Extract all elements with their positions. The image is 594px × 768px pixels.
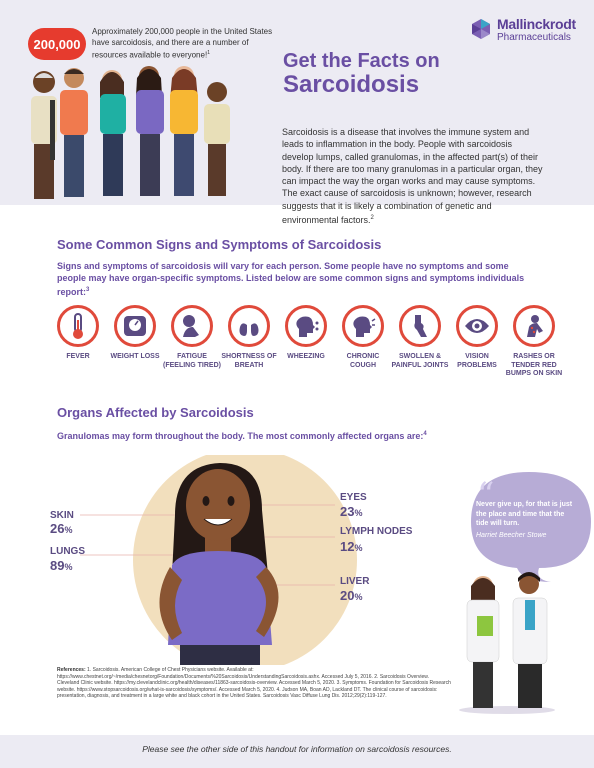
organ-eyes-value: 23% bbox=[340, 504, 363, 519]
scale-icon bbox=[124, 316, 146, 336]
company-logo: Mallinckrodt Pharmaceuticals bbox=[470, 16, 590, 46]
footer-band bbox=[0, 735, 594, 768]
woman-illustration bbox=[80, 455, 357, 665]
person-illustration bbox=[31, 71, 57, 199]
male-doctor-illustration bbox=[512, 572, 548, 708]
organ-lungs-value: 89% bbox=[50, 558, 73, 573]
symptom-swollen-joints: SWOLLEN & PAINFUL JOINTS bbox=[390, 305, 450, 370]
people-group-illustration bbox=[31, 66, 230, 199]
symptoms-subtext: Signs and symptoms of sarcoidosis will v… bbox=[57, 261, 525, 297]
organs-figure: SKIN 26% LUNGS 89% EYES 23% LYMPH NODES … bbox=[0, 455, 594, 665]
organ-lungs-label: LUNGS bbox=[50, 546, 85, 557]
quote-text: Never give up, for that is just the plac… bbox=[476, 501, 573, 527]
person-illustration bbox=[100, 70, 126, 196]
person-illustration bbox=[136, 66, 164, 196]
organ-eyes-label: EYES bbox=[340, 492, 367, 503]
intro-paragraph: Sarcoidosis is a disease that involves t… bbox=[282, 127, 543, 226]
symptom-chronic-cough: CHRONIC COUGH bbox=[333, 305, 393, 370]
page-title: Get the Facts on Sarcoidosis bbox=[283, 50, 440, 98]
symptom-wheezing: WHEEZING bbox=[276, 305, 336, 362]
symptoms-heading: Some Common Signs and Symptoms of Sarcoi… bbox=[57, 237, 382, 252]
symptom-skin-rash: RASHES OR TENDER RED BUMPS ON SKIN bbox=[504, 305, 564, 379]
organ-lymph-value: 12% bbox=[340, 539, 363, 554]
person-illustration bbox=[170, 66, 198, 196]
references: References: 1. Sarcoidosis. American Col… bbox=[57, 667, 451, 699]
lungs-icon bbox=[239, 317, 259, 336]
person-illustration bbox=[204, 82, 230, 196]
organ-skin-label: SKIN bbox=[50, 510, 74, 521]
symptom-weight-loss: WEIGHT LOSS bbox=[105, 305, 165, 362]
quote-author: Harriet Beecher Stowe bbox=[476, 532, 547, 539]
organs-subtext: Granulomas may form throughout the body.… bbox=[57, 431, 427, 441]
logo-name: Mallinckrodt bbox=[497, 16, 576, 32]
symptom-icon-row: FEVER WEIGHT LOSS FATIGUE (FEELING TIRED… bbox=[48, 305, 562, 395]
symptom-fever: FEVER bbox=[48, 305, 108, 362]
stat-badge: 200,000 bbox=[28, 28, 86, 60]
organ-liver-value: 20% bbox=[340, 588, 363, 603]
eye-icon bbox=[465, 319, 489, 333]
doctors-illustration bbox=[459, 572, 555, 714]
organ-lymph-label: LYMPH NODES bbox=[340, 526, 413, 537]
cough-head-icon bbox=[353, 316, 376, 337]
person-illustration bbox=[60, 68, 88, 197]
skin-rash-icon bbox=[527, 315, 543, 337]
female-doctor-illustration bbox=[466, 576, 500, 708]
badge-caption: Approximately 200,000 people in the Unit… bbox=[92, 27, 273, 60]
symptom-vision-problems: VISION PROBLEMS bbox=[447, 305, 507, 370]
quote-bubble: “ bbox=[471, 472, 591, 582]
logo-subtitle: Pharmaceuticals bbox=[497, 32, 571, 43]
symptom-shortness-of-breath: SHORTNESS OF BREATH bbox=[219, 305, 279, 370]
symptom-fatigue: FATIGUE (FEELING TIRED) bbox=[162, 305, 222, 370]
logo-hex-icon bbox=[472, 19, 490, 39]
footer-note: Please see the other side of this handou… bbox=[142, 744, 452, 754]
organs-heading: Organs Affected by Sarcoidosis bbox=[57, 405, 254, 420]
svg-text:“: “ bbox=[477, 475, 494, 515]
tired-person-icon bbox=[183, 315, 199, 337]
wheezing-head-icon bbox=[296, 316, 319, 337]
organ-skin-value: 26% bbox=[50, 521, 73, 536]
thermometer-icon bbox=[73, 313, 83, 339]
knee-joint-icon bbox=[414, 315, 427, 337]
organ-liver-label: LIVER bbox=[340, 576, 370, 587]
